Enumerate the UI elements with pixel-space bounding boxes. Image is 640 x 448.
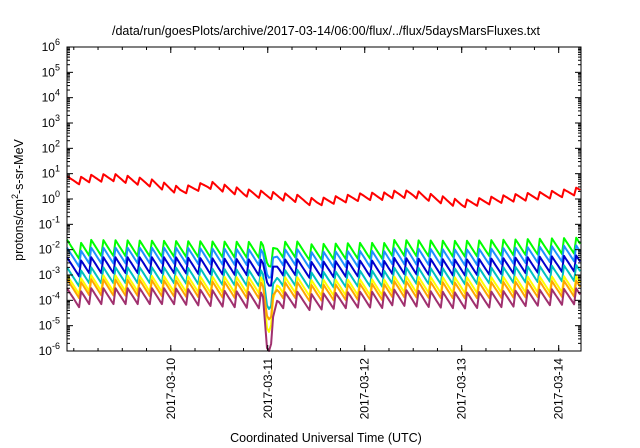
chart-title: /data/run/goesPlots/archive/2017-03-14/0… xyxy=(112,24,541,38)
y-tick-base: 10 xyxy=(42,40,56,54)
y-tick-base: 10 xyxy=(39,217,53,231)
y-tick-label: 10-2 xyxy=(39,240,60,257)
y-tick-exp: 1 xyxy=(55,164,60,174)
y-tick-exp: -4 xyxy=(52,290,60,300)
series-line xyxy=(66,264,582,310)
y-tick-base: 10 xyxy=(39,344,53,358)
y-tick-exp: -5 xyxy=(52,316,60,326)
x-axis-title: Coordinated Universal Time (UTC) xyxy=(230,431,422,445)
y-tick-exp: -1 xyxy=(52,214,60,224)
y-tick-label: 10-1 xyxy=(39,214,60,231)
y-tick-base: 10 xyxy=(42,167,56,181)
series-line xyxy=(66,287,582,352)
y-axis-title-post: -s-sr-MeV xyxy=(12,138,26,194)
y-tick-exp: -2 xyxy=(52,240,60,250)
y-tick-exp: 4 xyxy=(55,88,60,98)
series-line xyxy=(66,244,582,279)
x-tick-label: 2017-03-12 xyxy=(358,358,372,420)
y-tick-label: 105 xyxy=(42,62,60,79)
y-tick-base: 10 xyxy=(39,319,53,333)
x-tick-label: 2017-03-10 xyxy=(164,358,178,420)
y-tick-exp: 2 xyxy=(55,138,60,148)
series-line xyxy=(66,254,582,287)
y-tick-base: 10 xyxy=(42,65,56,79)
series-line xyxy=(66,278,582,321)
y-axis-title-sup: 2 xyxy=(10,194,20,199)
y-tick-base: 10 xyxy=(39,268,53,282)
y-tick-base: 10 xyxy=(42,141,56,155)
y-tick-base: 10 xyxy=(42,91,56,105)
y-tick-label: 100 xyxy=(42,189,60,206)
y-tick-base: 10 xyxy=(42,192,56,206)
x-tick-label: 2017-03-14 xyxy=(552,358,566,420)
y-axis-title-pre: protons/cm xyxy=(12,199,26,261)
y-tick-exp: -3 xyxy=(52,265,60,275)
y-tick-label: 10-6 xyxy=(39,341,60,358)
y-tick-label: 102 xyxy=(42,138,60,155)
y-axis-ticks: 10-610-510-410-310-210-11001011021031041… xyxy=(39,37,581,358)
series-line xyxy=(66,236,582,268)
series-line xyxy=(66,274,582,333)
y-tick-label: 10-3 xyxy=(39,265,60,282)
y-tick-exp: 3 xyxy=(55,113,60,123)
y-tick-exp: 0 xyxy=(55,189,60,199)
y-tick-exp: 6 xyxy=(55,37,60,47)
y-tick-base: 10 xyxy=(39,293,53,307)
x-axis-ticks: 2017-03-10 2017-03-11 2017-03-12 2017-03-13… xyxy=(73,47,566,420)
y-tick-base: 10 xyxy=(42,116,56,130)
y-tick-label: 104 xyxy=(42,88,60,105)
y-tick-exp: -6 xyxy=(52,341,60,351)
y-tick-label: 10-5 xyxy=(39,316,60,333)
series-line xyxy=(66,173,581,209)
x-tick-label: 2017-03-13 xyxy=(455,358,469,420)
series-layer xyxy=(66,173,582,352)
y-tick-label: 10-4 xyxy=(39,290,60,307)
y-tick-label: 103 xyxy=(42,113,60,130)
y-tick-exp: 5 xyxy=(55,62,60,72)
y-tick-label: 106 xyxy=(42,37,60,54)
y-tick-label: 101 xyxy=(42,164,60,181)
y-axis-title: protons/cm2-s-sr-MeV xyxy=(10,138,26,260)
y-tick-base: 10 xyxy=(39,243,53,257)
x-tick-label: 2017-03-11 xyxy=(261,358,275,419)
